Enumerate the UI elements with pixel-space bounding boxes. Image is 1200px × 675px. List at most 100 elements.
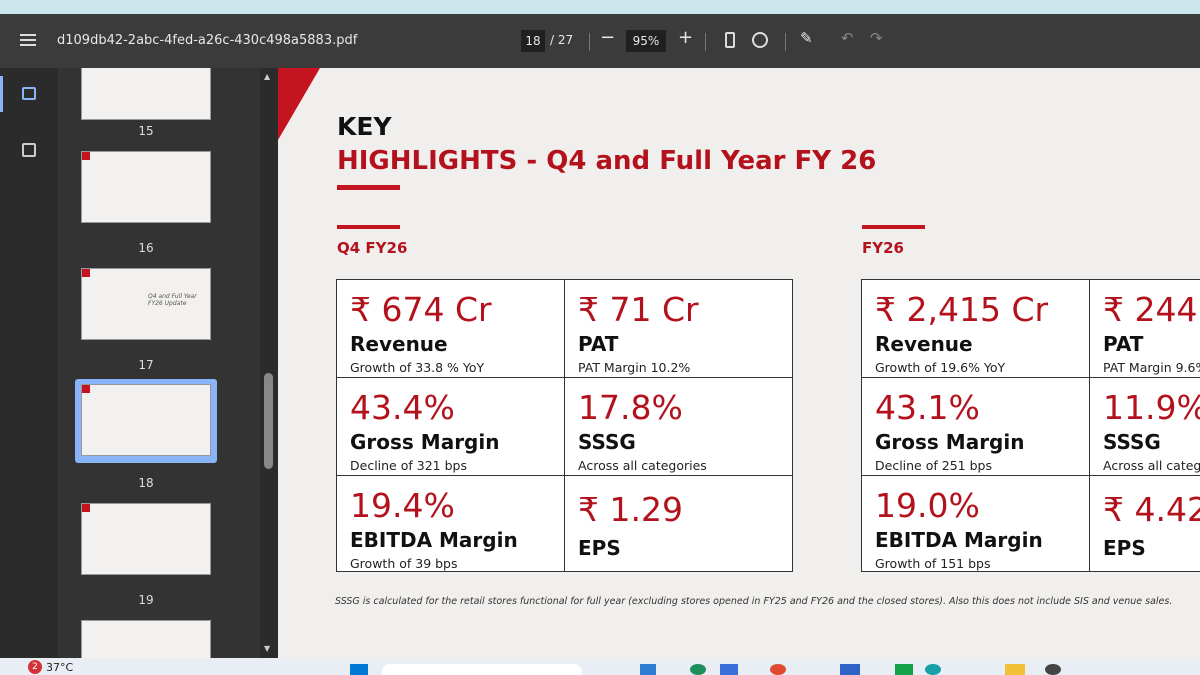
zoom-in[interactable]: + <box>678 27 694 48</box>
metric-note: Across all categories <box>578 458 707 473</box>
metric-title: EPS <box>1103 536 1146 560</box>
metric-value: ₹ 2,415 Cr <box>875 290 1049 329</box>
metric-cell: 19.0% EBITDA Margin Growth of 151 bps <box>861 475 1090 572</box>
metric-cell: 43.1% Gross Margin Decline of 251 bps <box>861 377 1090 476</box>
metric-cell: ₹ 674 Cr Revenue Growth of 33.8 % YoY <box>336 279 565 378</box>
taskbar: 2 37°C <box>0 658 1200 675</box>
page-total: / 27 <box>550 33 574 47</box>
taskbar-app[interactable] <box>895 664 913 675</box>
metric-title: Gross Margin <box>350 430 500 454</box>
taskbar-app[interactable] <box>1005 664 1025 675</box>
metric-cell: ₹ 2,415 Cr Revenue Growth of 19.6% YoY <box>861 279 1090 378</box>
page-number: 16 <box>138 241 154 255</box>
metric-title: Revenue <box>350 332 448 356</box>
metric-cell: ₹ 4.42 EPS <box>1089 475 1200 572</box>
metric-note: PAT Margin 10.2% <box>578 360 691 375</box>
metric-value: 43.1% <box>875 388 980 427</box>
taskbar-app[interactable] <box>1045 664 1061 675</box>
metric-title: EBITDA Margin <box>875 528 1043 552</box>
page-thumbnail[interactable] <box>81 503 211 575</box>
footnote: SSSG is calculated for the retail stores… <box>335 596 1173 607</box>
thumb-accent <box>82 152 90 160</box>
thumbnails-button[interactable] <box>22 87 36 100</box>
page-number: 15 <box>138 124 154 138</box>
metric-title: EBITDA Margin <box>350 528 518 552</box>
metric-value: ₹ 674 Cr <box>350 290 492 329</box>
draw[interactable]: ✎ <box>800 29 813 47</box>
divider <box>705 33 706 51</box>
zoom-out[interactable]: − <box>600 27 616 48</box>
page-number: 18 <box>138 476 154 490</box>
taskbar-app[interactable] <box>925 664 941 675</box>
taskbar-app[interactable] <box>770 664 786 675</box>
section-label: FY26 <box>862 239 904 257</box>
taskbar-app[interactable] <box>640 664 656 675</box>
scroll-thumb[interactable] <box>264 373 273 469</box>
page-thumbnail[interactable]: Q4 and Full Year FY26 Update <box>81 268 211 340</box>
filename: d109db42-2abc-4fed-a26c-430c498a5883.pdf <box>57 33 358 48</box>
redo[interactable]: ↷ <box>870 29 883 47</box>
rotate[interactable] <box>752 32 768 48</box>
metric-value: ₹ 4.42 <box>1103 490 1200 529</box>
search-box[interactable] <box>382 664 582 675</box>
slide-subtitle: HIGHLIGHTS - Q4 and Full Year FY 26 <box>337 146 877 176</box>
metric-cell: 19.4% EBITDA Margin Growth of 39 bps <box>336 475 565 572</box>
metric-cell: ₹ 1.29 EPS <box>564 475 793 572</box>
menu-button[interactable] <box>20 34 36 46</box>
metric-value: ₹ 244 Cr <box>1103 290 1200 329</box>
metric-cell: ₹ 71 Cr PAT PAT Margin 10.2% <box>564 279 793 378</box>
thumbnail-pane: 15 16 Q4 and Full Year FY26 Update 17 18 19 <box>58 68 260 658</box>
page-thumbnail[interactable] <box>81 620 211 658</box>
metric-value: ₹ 71 Cr <box>578 290 699 329</box>
taskbar-app[interactable] <box>720 664 738 675</box>
metric-value: 19.4% <box>350 486 455 525</box>
corner-triangle <box>278 68 320 140</box>
page-number: 17 <box>138 358 154 372</box>
thumb-accent <box>82 269 90 277</box>
page-number: 19 <box>138 593 154 607</box>
metric-title: SSSG <box>1103 430 1161 454</box>
notification-badge[interactable]: 2 <box>28 660 42 674</box>
active-indicator <box>0 76 3 112</box>
weather[interactable]: 37°C <box>46 661 74 674</box>
metric-note: Decline of 251 bps <box>875 458 992 473</box>
thumb-accent <box>82 385 90 393</box>
metric-value: 19.0% <box>875 486 980 525</box>
taskbar-app[interactable] <box>690 664 706 675</box>
metric-note: Growth of 39 bps <box>350 556 458 571</box>
metric-note: Across all categories <box>1103 458 1200 473</box>
metric-note: Growth of 151 bps <box>875 556 991 571</box>
document-view: KEY HIGHLIGHTS - Q4 and Full Year FY 26 … <box>278 68 1200 658</box>
page-thumbnail[interactable] <box>81 68 211 120</box>
metric-title: EPS <box>578 536 621 560</box>
start-button[interactable] <box>350 664 368 675</box>
section-rule <box>862 225 925 229</box>
metric-cell: 43.4% Gross Margin Decline of 321 bps <box>336 377 565 476</box>
browser-edge <box>0 0 1200 14</box>
fit-page[interactable] <box>725 32 735 48</box>
page-thumbnail[interactable] <box>81 384 211 456</box>
metric-note: Decline of 321 bps <box>350 458 467 473</box>
divider <box>589 33 590 51</box>
section-label: Q4 FY26 <box>337 239 408 257</box>
metric-title: PAT <box>578 332 619 356</box>
metric-title: Revenue <box>875 332 973 356</box>
outline-button[interactable] <box>22 143 36 157</box>
page-thumbnail[interactable] <box>81 151 211 223</box>
metric-value: 11.9% <box>1103 388 1200 427</box>
metric-title: Gross Margin <box>875 430 1025 454</box>
undo[interactable]: ↶ <box>841 29 854 47</box>
side-rail <box>0 68 58 658</box>
metric-value: ₹ 1.29 <box>578 490 683 529</box>
thumb-caption: Q4 and Full Year FY26 Update <box>148 293 197 307</box>
metric-note: PAT Margin 9.6% <box>1103 360 1200 375</box>
taskbar-app[interactable] <box>840 664 860 675</box>
slide-title: KEY <box>337 112 392 141</box>
metric-value: 17.8% <box>578 388 683 427</box>
thumb-accent <box>82 504 90 512</box>
zoom-input[interactable]: 95% <box>626 30 666 52</box>
toolbar: d109db42-2abc-4fed-a26c-430c498a5883.pdf… <box>0 14 1200 68</box>
divider <box>785 33 786 51</box>
page-input[interactable]: 18 <box>521 30 545 52</box>
